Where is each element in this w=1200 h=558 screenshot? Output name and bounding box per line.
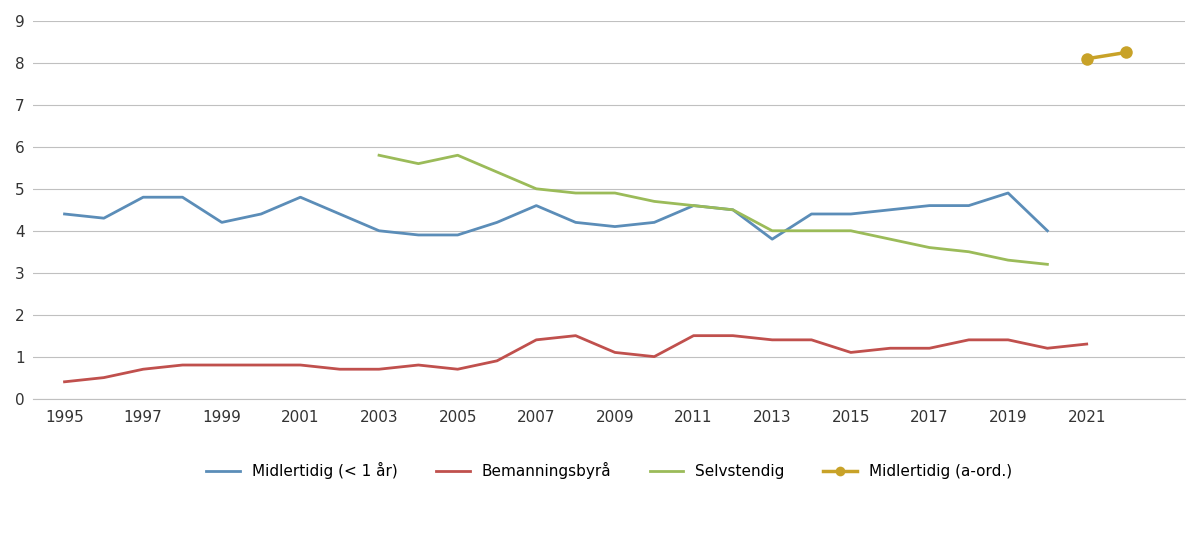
Legend: Midlertidig (< 1 år), Bemanningsbyrå, Selvstendig, Midlertidig (a-ord.): Midlertidig (< 1 år), Bemanningsbyrå, Se… xyxy=(200,456,1018,485)
